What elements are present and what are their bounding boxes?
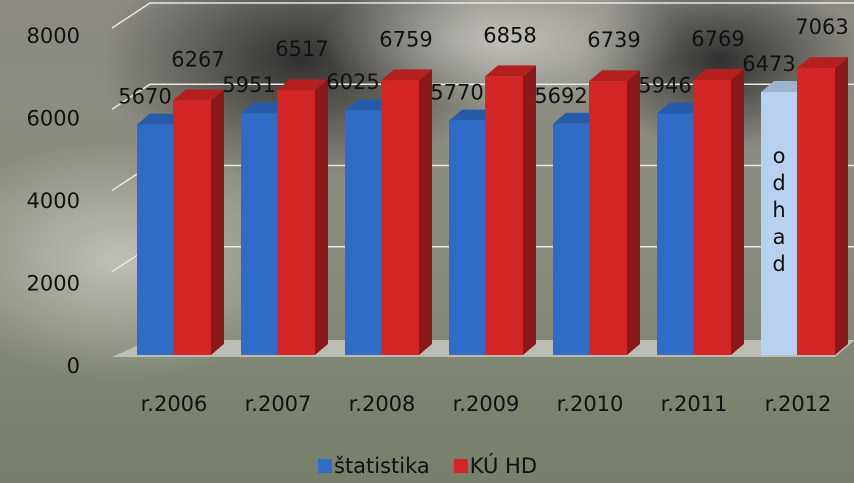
- bar-top: [173, 89, 224, 101]
- legend-label: štatistika: [334, 454, 430, 478]
- y-tick-label: 4000: [27, 189, 80, 213]
- bar: [381, 80, 419, 356]
- x-tick-label: r.2007: [245, 392, 312, 416]
- value-label: 6739: [587, 28, 640, 52]
- value-label: 6858: [483, 23, 536, 47]
- value-label: 6759: [379, 27, 432, 51]
- bar: [449, 120, 485, 355]
- bar: [761, 92, 797, 356]
- value-label: 6267: [171, 47, 224, 71]
- bar-top: [693, 69, 744, 81]
- bar-top: [485, 65, 536, 77]
- bar-side: [523, 65, 536, 356]
- x-tick-label: r.2012: [765, 392, 832, 416]
- bar-side: [627, 70, 640, 356]
- bar-side: [419, 69, 432, 356]
- bar: [137, 124, 173, 355]
- bar-top: [589, 70, 640, 82]
- bar-top: [381, 69, 432, 81]
- bar-top: [277, 79, 328, 91]
- legend-swatch: [453, 459, 468, 473]
- bar-side: [835, 57, 848, 356]
- value-label: 6769: [691, 27, 744, 51]
- value-label: 6025: [326, 70, 379, 94]
- x-tick-label: r.2011: [661, 392, 728, 416]
- x-tick-label: r.2009: [453, 392, 520, 416]
- bar: [693, 80, 731, 356]
- bar: [657, 113, 693, 355]
- x-tick-label: r.2010: [557, 392, 624, 416]
- annotation: odhad: [767, 144, 791, 279]
- grid-line: [111, 2, 854, 29]
- value-label: 6517: [275, 37, 328, 61]
- y-tick-label: 8000: [27, 24, 80, 48]
- bar: [589, 81, 627, 356]
- x-tick-label: r.2006: [141, 392, 208, 416]
- bar: [797, 68, 835, 356]
- bar: [241, 113, 277, 355]
- bar: [277, 90, 315, 355]
- bar: [345, 110, 381, 355]
- value-label: 5951: [222, 73, 275, 97]
- bar-top: [797, 57, 848, 69]
- bar: [553, 123, 589, 355]
- x-tick-label: r.2008: [349, 392, 416, 416]
- legend-swatch: [318, 459, 332, 473]
- value-label: 5692: [534, 84, 587, 108]
- bar: [173, 100, 211, 355]
- value-label: 5946: [638, 73, 691, 97]
- bar-side: [731, 69, 744, 356]
- value-label: 6473: [742, 52, 795, 76]
- legend-label: KÚ HD: [470, 453, 537, 478]
- value-label: 5670: [118, 85, 171, 109]
- y-tick-label: 2000: [27, 272, 80, 296]
- value-label: 5770: [430, 81, 483, 105]
- value-label: 7063: [795, 15, 848, 39]
- y-tick-label: 6000: [27, 107, 80, 131]
- y-tick-label: 0: [67, 354, 80, 378]
- bar-side: [211, 89, 224, 355]
- bar: [485, 76, 523, 356]
- bar-side: [315, 79, 328, 355]
